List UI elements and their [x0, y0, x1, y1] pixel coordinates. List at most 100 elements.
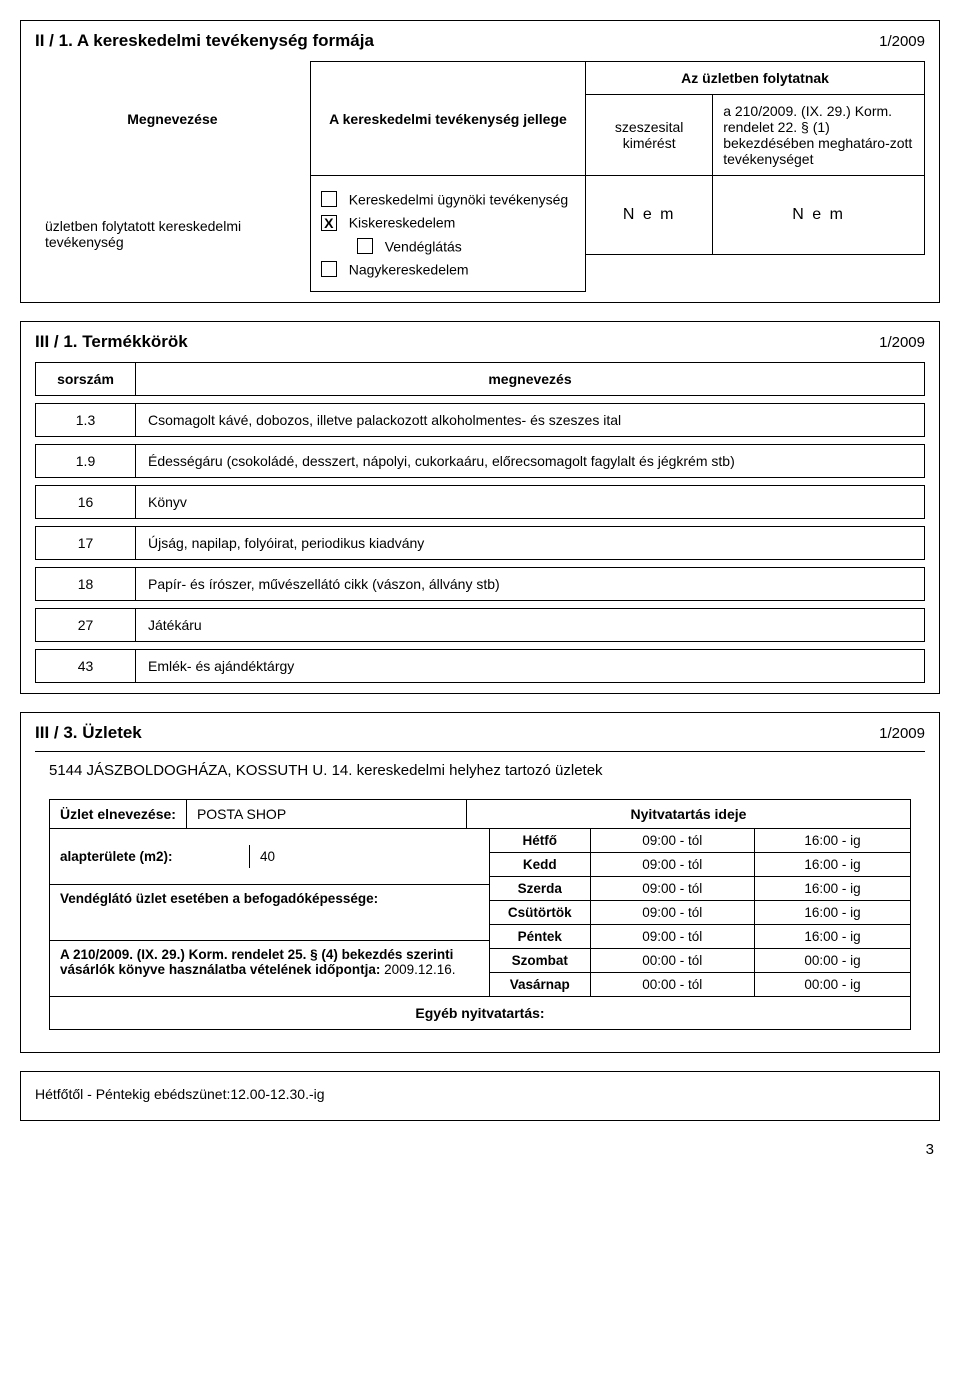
- option-ugynoki-label: Kereskedelmi ügynöki tevékenység: [349, 191, 568, 207]
- day-name: Kedd: [490, 853, 590, 877]
- product-num: 18: [36, 568, 136, 601]
- hours-row: Vasárnap00:00 - tól00:00 - ig: [490, 973, 910, 997]
- time-to: 16:00 - ig: [755, 829, 910, 853]
- product-row: 1.3Csomagolt kávé, dobozos, illetve pala…: [36, 404, 925, 437]
- section-title: III / 3. Üzletek: [35, 723, 142, 743]
- day-name: Hétfő: [490, 829, 590, 853]
- time-from: 00:00 - tól: [590, 949, 755, 973]
- hours-right: Hétfő09:00 - tól16:00 - igKedd09:00 - tó…: [490, 829, 910, 996]
- day-name: Szombat: [490, 949, 590, 973]
- time-to: 00:00 - ig: [755, 973, 910, 997]
- shop-name-value: POSTA SHOP: [187, 800, 467, 828]
- activity-table: Megnevezése A kereskedelmi tevékenység j…: [35, 61, 925, 292]
- time-to: 16:00 - ig: [755, 877, 910, 901]
- day-name: Szerda: [490, 877, 590, 901]
- product-name: Könyv: [136, 486, 925, 519]
- product-row: 17Újság, napilap, folyóirat, periodikus …: [36, 527, 925, 560]
- product-num: 43: [36, 650, 136, 683]
- product-num: 16: [36, 486, 136, 519]
- nem-cell-2: N e m: [713, 176, 925, 255]
- checkbox-nagyker: [321, 261, 337, 277]
- hours-row: Kedd09:00 - tól16:00 - ig: [490, 853, 910, 877]
- option-nagyker: Nagykereskedelem: [321, 260, 575, 277]
- time-from: 09:00 - tól: [590, 829, 755, 853]
- option-vendeglatas: Vendéglátás: [357, 237, 575, 254]
- checkbox-vendeglatas: [357, 238, 373, 254]
- product-row: 18Papír- és írószer, művészellátó cikk (…: [36, 568, 925, 601]
- checkbox-ugynoki: [321, 191, 337, 207]
- shop-address: 5144 JÁSZBOLDOGHÁZA, KOSSUTH U. 14. kere…: [35, 752, 925, 789]
- shop-name-label: Üzlet elnevezése:: [50, 800, 187, 828]
- rendelet-label: a 210/2009. (IX. 29.) Korm. rendelet 22.…: [713, 95, 925, 176]
- note-box: Hétfőtől - Péntekig ebédszünet:12.00-12.…: [20, 1071, 940, 1121]
- products-table: sorszámmegnevezés1.3Csomagolt kávé, dobo…: [35, 362, 925, 683]
- time-to: 16:00 - ig: [755, 853, 910, 877]
- product-row: 1.9Édességáru (csokoládé, desszert, nápo…: [36, 445, 925, 478]
- time-from: 09:00 - tól: [590, 853, 755, 877]
- time-from: 09:00 - tól: [590, 877, 755, 901]
- option-kisker: X Kiskereskedelem: [321, 213, 575, 230]
- product-num: 27: [36, 609, 136, 642]
- product-row: 27Játékáru: [36, 609, 925, 642]
- rendelet-text: A 210/2009. (IX. 29.) Korm. rendelet 25.…: [50, 941, 489, 983]
- shop-name-row: Üzlet elnevezése: POSTA SHOP Nyitvatartá…: [50, 800, 910, 829]
- product-name: Újság, napilap, folyóirat, periodikus ki…: [136, 527, 925, 560]
- hours-row: Szerda09:00 - tól16:00 - ig: [490, 877, 910, 901]
- hours-table: Hétfő09:00 - tól16:00 - igKedd09:00 - tó…: [490, 829, 910, 996]
- day-name: Csütörtök: [490, 901, 590, 925]
- time-from: 09:00 - tól: [590, 901, 755, 925]
- az-uzletben-label: Az üzletben folytatnak: [586, 62, 925, 95]
- section-title: III / 1. Termékkörök: [35, 332, 188, 352]
- hours-grid: alapterülete (m2): 40 Vendéglátó üzlet e…: [50, 829, 910, 996]
- time-from: 09:00 - tól: [590, 925, 755, 949]
- section-date: 1/2009: [879, 33, 925, 50]
- day-name: Péntek: [490, 925, 590, 949]
- section-header: II / 1. A kereskedelmi tevékenység formá…: [35, 31, 925, 51]
- checkbox-kisker: X: [321, 215, 337, 231]
- product-row: 16Könyv: [36, 486, 925, 519]
- time-to: 16:00 - ig: [755, 901, 910, 925]
- product-num: 17: [36, 527, 136, 560]
- option-ugynoki: Kereskedelmi ügynöki tevékenység: [321, 190, 575, 207]
- time-to: 16:00 - ig: [755, 925, 910, 949]
- szeszesital-label: szeszesital kimérést: [586, 95, 713, 176]
- section-shops-header: III / 3. Üzletek 1/2009 5144 JÁSZBOLDOGH…: [20, 712, 940, 1053]
- option-kisker-label: Kiskereskedelem: [349, 215, 456, 231]
- other-hours-label: Egyéb nyitvatartás:: [50, 996, 910, 1029]
- section-products: III / 1. Termékkörök 1/2009 sorszámmegne…: [20, 321, 940, 694]
- hours-row: Péntek09:00 - tól16:00 - ig: [490, 925, 910, 949]
- jellege-label: A kereskedelmi tevékenység jellege: [310, 62, 585, 176]
- section-date: 1/2009: [879, 725, 925, 742]
- shop-info-left: alapterülete (m2): 40 Vendéglátó üzlet e…: [50, 829, 490, 996]
- time-to: 00:00 - ig: [755, 949, 910, 973]
- megnevezese-label: Megnevezése: [35, 62, 310, 176]
- hours-row: Hétfő09:00 - tól16:00 - ig: [490, 829, 910, 853]
- hours-row: Csütörtök09:00 - tól16:00 - ig: [490, 901, 910, 925]
- product-num: 1.3: [36, 404, 136, 437]
- nem-cell-1: N e m: [586, 176, 713, 255]
- product-name: Játékáru: [136, 609, 925, 642]
- rendelet-date: 2009.12.16.: [384, 962, 455, 977]
- product-num: 1.9: [36, 445, 136, 478]
- area-value: 40: [250, 845, 489, 868]
- hours-row: Szombat00:00 - tól00:00 - ig: [490, 949, 910, 973]
- section-title: II / 1. A kereskedelmi tevékenység formá…: [35, 31, 374, 51]
- uzletben-folytatott-label: üzletben folytatott kereskedelmi tevéken…: [35, 176, 310, 292]
- day-name: Vasárnap: [490, 973, 590, 997]
- product-row: 43Emlék- és ajándéktárgy: [36, 650, 925, 683]
- section-date: 1/2009: [879, 334, 925, 351]
- vendeg-label: Vendéglátó üzlet esetében a befogadóképe…: [50, 885, 489, 941]
- option-nagyker-label: Nagykereskedelem: [349, 261, 469, 277]
- product-name: Papír- és írószer, művészellátó cikk (vá…: [136, 568, 925, 601]
- page-number: 3: [20, 1141, 940, 1158]
- area-label: alapterülete (m2):: [50, 845, 250, 868]
- section-header: III / 3. Üzletek 1/2009: [35, 723, 925, 752]
- option-vendeglatas-label: Vendéglátás: [385, 238, 462, 254]
- section-activity-form: II / 1. A kereskedelmi tevékenység formá…: [20, 20, 940, 303]
- time-from: 00:00 - tól: [590, 973, 755, 997]
- product-name: Emlék- és ajándéktárgy: [136, 650, 925, 683]
- product-name: Édességáru (csokoládé, desszert, nápolyi…: [136, 445, 925, 478]
- shop-inner: Üzlet elnevezése: POSTA SHOP Nyitvatartá…: [49, 799, 911, 1030]
- opening-hours-label: Nyitvatartás ideje: [467, 800, 910, 828]
- product-name: Csomagolt kávé, dobozos, illetve palacko…: [136, 404, 925, 437]
